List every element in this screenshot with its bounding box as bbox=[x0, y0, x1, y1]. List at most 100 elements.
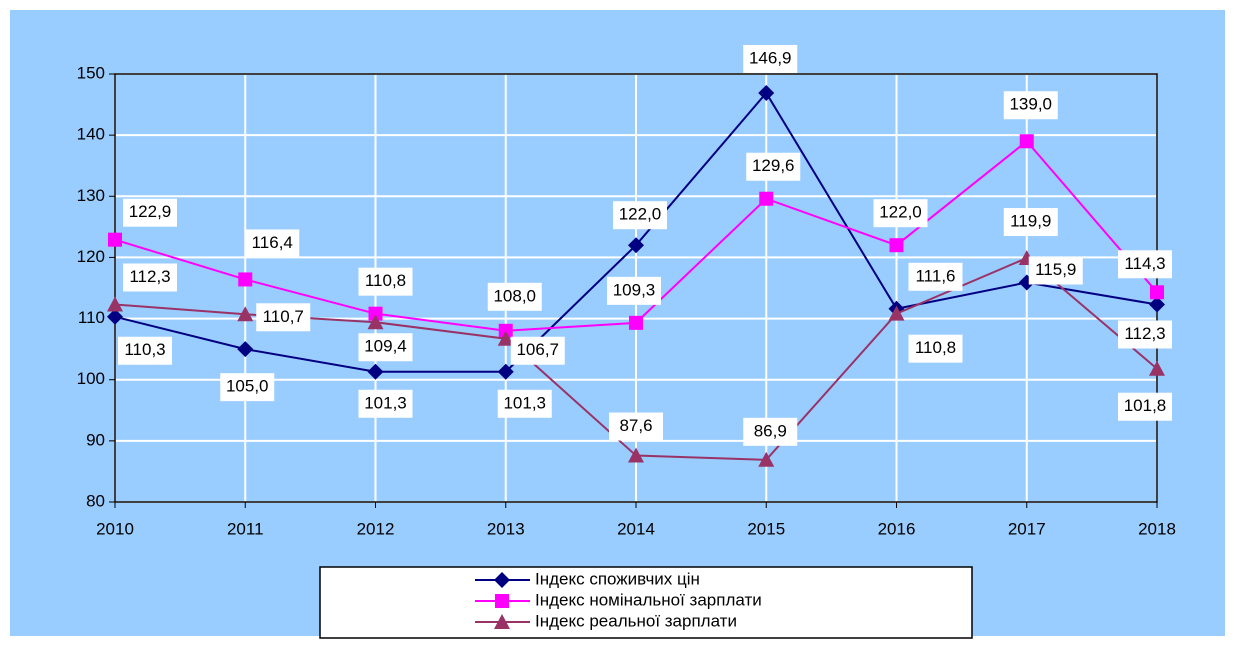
data-point bbox=[889, 238, 904, 253]
data-label: 108,0 bbox=[493, 286, 536, 305]
x-tick-label: 2014 bbox=[617, 519, 655, 538]
legend-marker bbox=[494, 614, 510, 629]
data-point bbox=[108, 232, 122, 247]
y-tick-label: 100 bbox=[77, 369, 105, 388]
data-label: 146,9 bbox=[749, 48, 792, 67]
data-point bbox=[237, 306, 254, 322]
data-label-box bbox=[1028, 256, 1083, 285]
data-label-box bbox=[743, 44, 798, 73]
data-point bbox=[1149, 360, 1165, 376]
data-label-box bbox=[118, 336, 172, 365]
data-label-box bbox=[358, 389, 413, 418]
data-label-box bbox=[1118, 320, 1172, 349]
data-label: 111,6 bbox=[915, 266, 955, 285]
x-tick-label: 2017 bbox=[1008, 519, 1046, 538]
data-point bbox=[758, 451, 775, 467]
data-label-box bbox=[358, 333, 413, 362]
y-tick-label: 80 bbox=[86, 491, 105, 510]
legend-marker bbox=[495, 594, 509, 608]
data-label-box bbox=[256, 303, 311, 332]
data-label-box bbox=[220, 373, 275, 402]
data-point bbox=[497, 330, 514, 346]
data-label: 87,6 bbox=[619, 416, 652, 435]
data-label: 101,8 bbox=[1124, 396, 1167, 415]
data-label: 114,3 bbox=[1124, 254, 1165, 273]
data-label: 122,0 bbox=[619, 205, 662, 224]
data-label: 110,8 bbox=[915, 338, 956, 357]
legend-marker bbox=[494, 572, 510, 588]
data-label-box bbox=[1118, 250, 1172, 279]
data-label: 116,4 bbox=[252, 233, 293, 252]
data-label-box bbox=[123, 198, 177, 227]
data-label: 109,4 bbox=[364, 337, 407, 356]
data-label-box bbox=[607, 276, 661, 305]
data-point bbox=[368, 306, 383, 321]
legend-label: Індекс номінальної зарплати bbox=[535, 590, 762, 609]
data-point bbox=[107, 308, 123, 325]
data-label: 109,3 bbox=[613, 280, 656, 299]
y-tick-label: 140 bbox=[77, 125, 105, 144]
data-point bbox=[628, 237, 644, 254]
data-point bbox=[758, 84, 775, 101]
data-label-box bbox=[1118, 392, 1172, 421]
data-label: 110,3 bbox=[124, 340, 165, 359]
data-label-box bbox=[873, 199, 928, 228]
x-tick-label: 2011 bbox=[227, 519, 264, 538]
data-point bbox=[1019, 134, 1034, 149]
data-label: 101,3 bbox=[364, 393, 407, 412]
x-tick-label: 2016 bbox=[878, 519, 916, 538]
data-label: 110,8 bbox=[365, 271, 406, 290]
data-label: 139,0 bbox=[1009, 95, 1052, 114]
data-label-box bbox=[613, 201, 667, 230]
data-label-box bbox=[358, 267, 413, 296]
y-tick-label: 90 bbox=[86, 430, 105, 449]
data-point bbox=[497, 363, 514, 380]
data-label: 112,3 bbox=[1124, 324, 1165, 343]
data-point bbox=[367, 363, 384, 380]
x-tick-label: 2012 bbox=[357, 519, 395, 538]
data-label: 112,3 bbox=[129, 267, 170, 286]
data-label: 110,7 bbox=[263, 307, 304, 326]
data-label-box bbox=[245, 229, 300, 258]
data-label-box bbox=[908, 262, 963, 291]
legend-label: Індекс споживчих цін bbox=[535, 569, 700, 588]
data-point bbox=[759, 191, 774, 206]
y-tick-label: 150 bbox=[77, 63, 105, 82]
data-point bbox=[107, 296, 123, 312]
data-label: 115,9 bbox=[1035, 260, 1076, 279]
data-point bbox=[238, 272, 253, 287]
data-label: 106,7 bbox=[516, 340, 559, 359]
data-label-box bbox=[609, 412, 663, 441]
data-label-box bbox=[487, 282, 542, 311]
data-point bbox=[629, 315, 643, 330]
data-label-box bbox=[1003, 91, 1058, 120]
y-tick-label: 110 bbox=[78, 308, 105, 327]
data-label-box bbox=[510, 336, 565, 365]
data-label: 119,9 bbox=[1010, 212, 1051, 231]
x-tick-label: 2010 bbox=[96, 519, 134, 538]
data-label-box bbox=[746, 152, 801, 181]
data-point bbox=[1149, 296, 1165, 313]
legend bbox=[319, 566, 973, 639]
data-label-box bbox=[908, 334, 963, 363]
y-tick-label: 120 bbox=[77, 247, 105, 266]
data-point bbox=[628, 447, 644, 463]
data-point bbox=[237, 341, 254, 358]
data-point bbox=[1150, 285, 1164, 300]
data-label-box bbox=[743, 417, 798, 446]
data-point bbox=[888, 305, 905, 321]
y-tick-label: 130 bbox=[77, 186, 105, 205]
data-label: 129,6 bbox=[752, 156, 795, 175]
data-label: 122,0 bbox=[879, 203, 922, 222]
data-label-box bbox=[1003, 208, 1058, 237]
legend-label: Індекс реальної зарплати bbox=[535, 611, 737, 630]
data-label-box bbox=[123, 263, 177, 292]
data-label: 86,9 bbox=[754, 421, 787, 440]
data-label: 122,9 bbox=[129, 202, 172, 221]
data-point bbox=[367, 314, 384, 330]
data-label-box bbox=[497, 389, 552, 418]
x-tick-label: 2013 bbox=[487, 519, 525, 538]
x-tick-label: 2015 bbox=[747, 519, 785, 538]
data-label: 105,0 bbox=[226, 377, 269, 396]
